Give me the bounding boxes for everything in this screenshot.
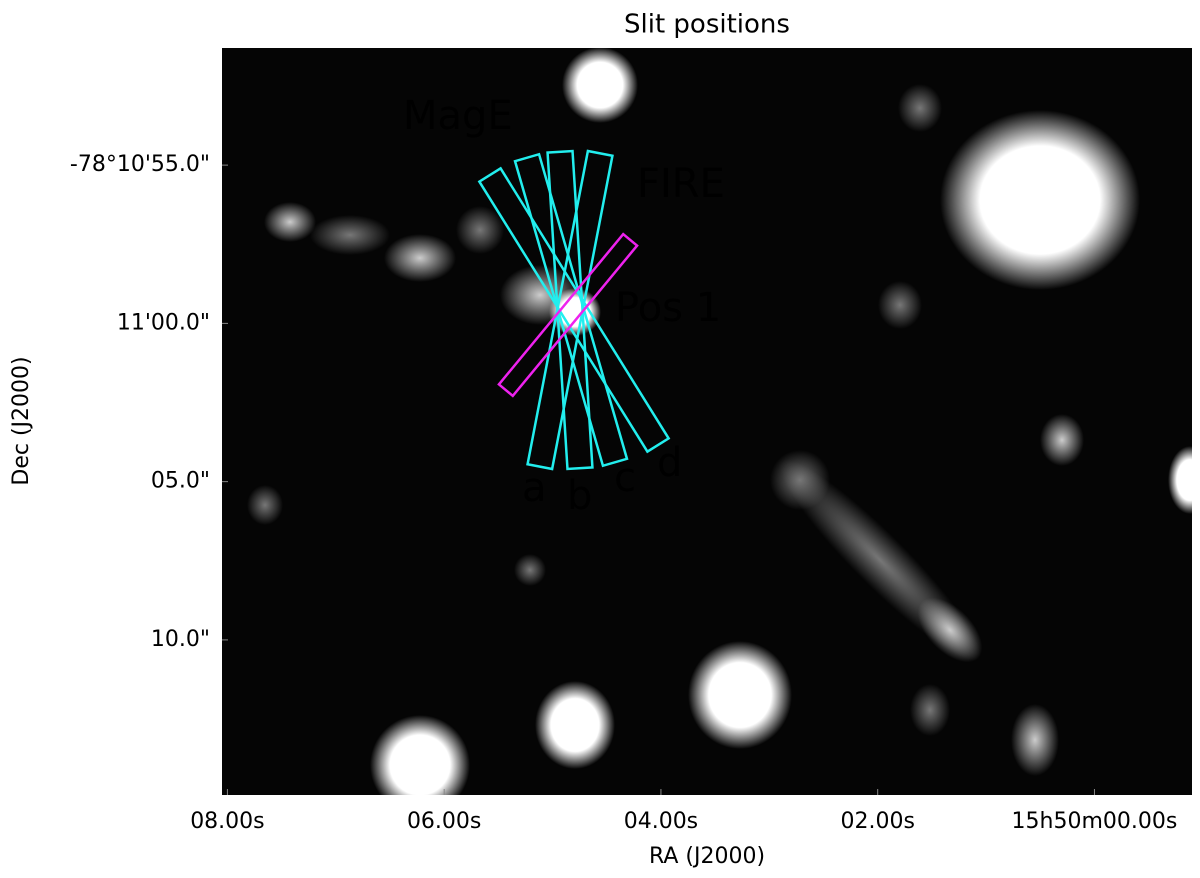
y-tick-label: -78°10'55.0" (70, 152, 210, 177)
x-tick-label: 15h50m00.00s (1012, 809, 1178, 834)
slit-label: c (614, 455, 636, 501)
slit-d (477, 166, 671, 454)
fire-label: FIRE (637, 161, 725, 207)
x-tick-label: 04.00s (624, 809, 698, 834)
y-tick-label: 10.0" (151, 627, 210, 652)
slit-label: b (567, 473, 592, 519)
slit-label: a (522, 465, 547, 511)
x-tick-label: 02.00s (840, 809, 914, 834)
chart-title: Slit positions (624, 10, 790, 40)
y-tick-label: 05.0" (151, 469, 210, 494)
slit-label: d (657, 440, 682, 486)
x-tick-label: 08.00s (190, 809, 264, 834)
y-tick-label: 11'00.0" (117, 310, 210, 335)
x-tick-label: 06.00s (407, 809, 481, 834)
pos-label: Pos 1 (615, 285, 721, 331)
slit-fire (497, 232, 639, 398)
slits (477, 149, 671, 471)
x-axis-label: RA (J2000) (649, 844, 765, 869)
mage-label: MagE (403, 93, 513, 139)
y-axis-label: Dec (J2000) (9, 356, 34, 485)
